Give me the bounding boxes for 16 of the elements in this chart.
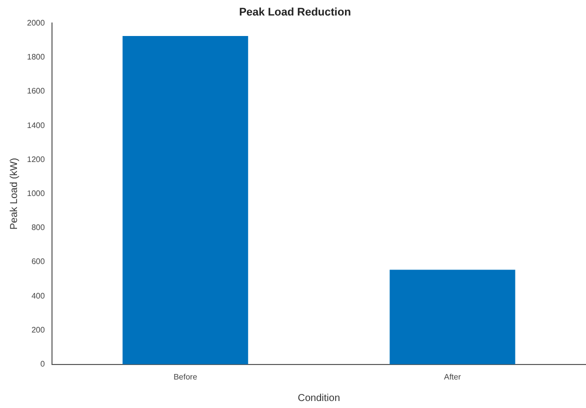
x-tick-label: Before bbox=[174, 372, 198, 382]
y-tick-label: 1200 bbox=[27, 154, 46, 164]
y-tick-label: 2000 bbox=[27, 18, 46, 28]
y-tick-label: 400 bbox=[31, 291, 46, 300]
x-axis-title: Condition bbox=[298, 392, 340, 404]
chart-title: Peak Load Reduction bbox=[239, 6, 352, 19]
y-tick-label: 0 bbox=[40, 360, 46, 369]
y-axis-title: Peak Load (kW) bbox=[8, 158, 20, 230]
x-tick-label: After bbox=[444, 372, 462, 382]
y-tick-label: 1600 bbox=[27, 86, 46, 96]
y-tick-label: 1400 bbox=[27, 120, 46, 130]
y-tick-label: 600 bbox=[31, 257, 46, 266]
y-tick-label: 800 bbox=[31, 223, 46, 232]
y-tick-label: 1000 bbox=[27, 189, 46, 198]
y-tick-label: 1800 bbox=[27, 52, 46, 62]
y-tick-label: 200 bbox=[31, 325, 46, 334]
